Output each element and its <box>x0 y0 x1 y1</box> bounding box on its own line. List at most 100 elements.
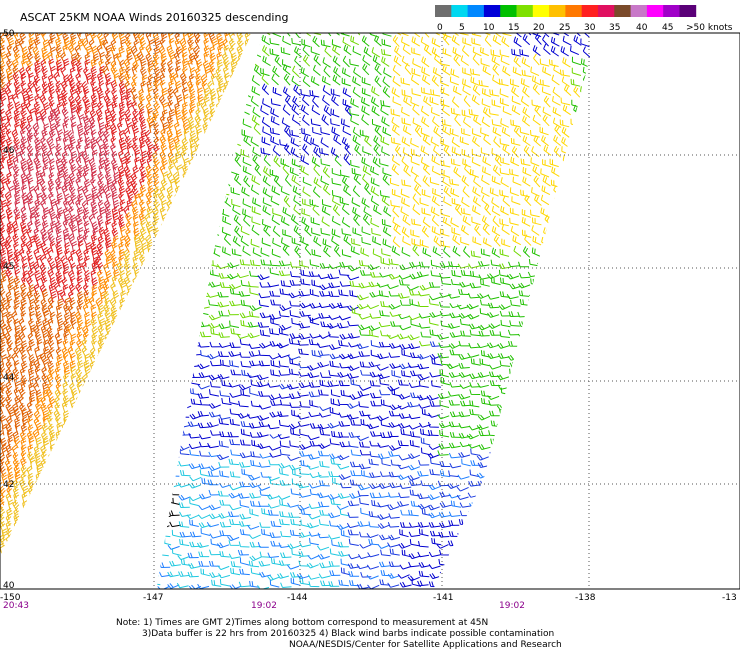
wind-barb <box>213 126 219 137</box>
wind-barb <box>147 263 153 275</box>
wind-barb <box>424 45 431 56</box>
wind-barb <box>347 414 358 419</box>
wind-barb <box>271 196 279 205</box>
wind-barb <box>513 235 521 244</box>
wind-barb <box>528 485 540 490</box>
wind-barb <box>76 423 82 435</box>
wind-barb <box>197 150 203 162</box>
wind-barb <box>96 432 101 444</box>
wind-barb <box>113 530 119 541</box>
wind-barb <box>51 221 57 232</box>
wind-barb <box>492 100 501 108</box>
wind-barb <box>236 298 241 310</box>
wind-barb <box>351 246 359 255</box>
wind-barb <box>480 491 490 498</box>
wind-barb <box>223 216 231 225</box>
wind-barb <box>290 403 301 408</box>
wind-barb <box>279 394 290 399</box>
wind-barb <box>430 312 442 317</box>
wind-barb <box>139 452 145 464</box>
wind-barb <box>259 462 270 467</box>
wind-barb <box>500 452 511 457</box>
wind-barb <box>70 535 75 547</box>
wind-barb <box>309 392 320 397</box>
wind-barb <box>519 290 529 296</box>
wind-barb <box>501 177 509 187</box>
wind-barb <box>240 514 251 519</box>
wind-barb <box>252 115 259 125</box>
wind-barb <box>574 184 580 195</box>
wind-barb <box>127 144 132 155</box>
wind-barb <box>510 169 519 176</box>
wind-barb <box>171 340 180 347</box>
wind-barb <box>312 249 321 256</box>
wind-barb <box>49 486 54 498</box>
wind-barb <box>430 282 441 287</box>
wind-barb <box>460 319 470 326</box>
wind-barb <box>263 127 271 136</box>
wind-barb <box>420 341 431 346</box>
wind-barb <box>369 362 380 367</box>
map-title: ASCAT 25KM NOAA Winds 20160325 descendin… <box>20 11 288 24</box>
wind-barb <box>161 431 172 436</box>
wind-barb <box>147 318 153 329</box>
wind-barb <box>215 319 221 331</box>
wind-barb <box>250 361 261 366</box>
wind-barb <box>212 240 221 247</box>
wind-barb <box>519 411 529 417</box>
wind-barb <box>125 340 131 352</box>
wind-barb <box>290 310 299 317</box>
wind-barb <box>561 281 571 286</box>
wind-barb <box>373 236 381 245</box>
wind-barb <box>229 512 240 517</box>
wind-barb <box>170 480 176 491</box>
wind-barb <box>438 394 449 399</box>
wind-barb <box>201 159 211 166</box>
wind-barb <box>324 105 331 116</box>
wind-barb <box>202 127 210 136</box>
legend-color-bin <box>565 5 582 17</box>
wind-barb <box>528 381 539 386</box>
wind-barb <box>259 391 270 396</box>
wind-barb <box>321 322 331 327</box>
wind-barb <box>79 389 85 400</box>
wind-barb <box>217 382 222 394</box>
wind-barb <box>580 371 591 376</box>
wind-barb <box>483 166 491 175</box>
wind-barb <box>187 255 192 267</box>
wind-barb <box>508 504 520 509</box>
wind-barb <box>539 370 549 376</box>
wind-barb <box>83 410 89 422</box>
wind-barb <box>41 515 47 527</box>
wind-barb <box>393 65 400 76</box>
wind-barb <box>225 172 231 183</box>
wind-barb <box>394 56 401 66</box>
wind-barb <box>470 283 481 288</box>
wind-barb <box>119 318 124 330</box>
wind-barb <box>538 362 549 367</box>
wind-barb <box>169 409 175 420</box>
wind-barb <box>153 473 159 485</box>
wind-barb <box>189 158 194 170</box>
wind-barb <box>200 332 211 337</box>
wind-barb <box>152 350 161 357</box>
wind-barb <box>152 381 158 393</box>
wind-barb <box>342 78 351 86</box>
wind-barb <box>468 353 480 357</box>
wind-barb <box>560 120 569 127</box>
wind-barb <box>220 390 230 396</box>
wind-barb <box>148 414 160 419</box>
wind-barb <box>204 157 209 168</box>
wind-barb <box>269 446 281 450</box>
wind-barb <box>371 166 379 175</box>
wind-barb <box>30 458 35 469</box>
wind-barb <box>553 214 560 225</box>
wind-barb <box>231 450 241 456</box>
wind-barb <box>223 107 229 119</box>
wind-barb <box>410 480 421 485</box>
wind-barb <box>217 186 223 198</box>
wind-barb <box>347 404 359 409</box>
wind-barb <box>189 444 200 449</box>
wind-barb <box>231 328 241 334</box>
wind-barb <box>462 46 469 57</box>
